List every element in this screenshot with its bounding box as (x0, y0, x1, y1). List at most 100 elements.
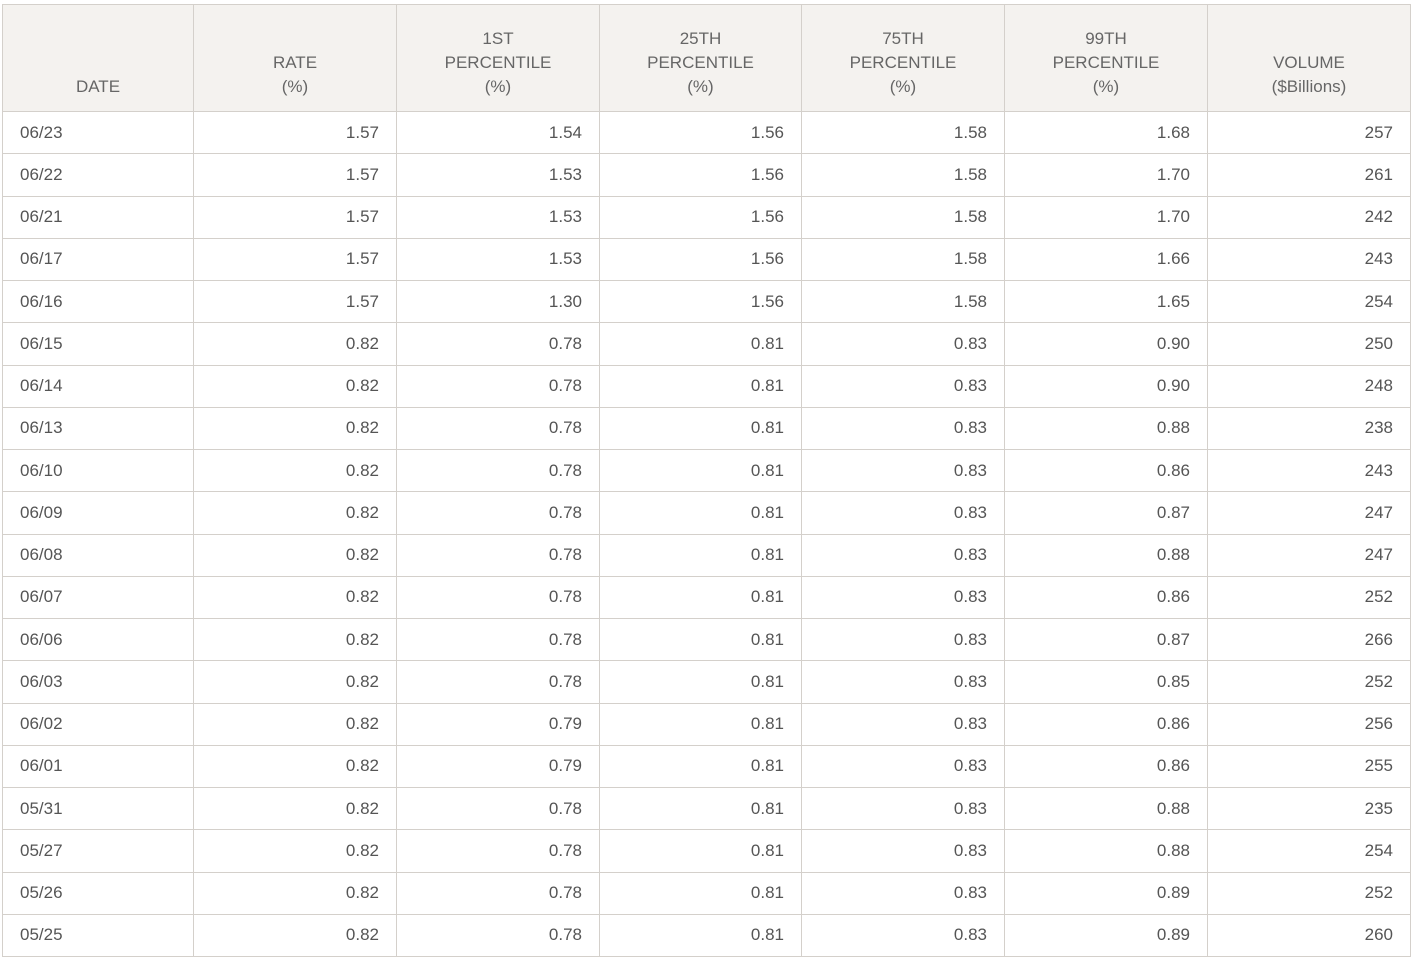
value-cell: 0.78 (396, 660, 600, 704)
value-cell: 0.82 (193, 829, 397, 873)
value-cell: 0.82 (193, 744, 397, 789)
value-cell: 1.57 (193, 153, 397, 197)
date-cell: 06/09 (2, 491, 194, 535)
value-cell: 254 (1207, 279, 1411, 324)
value-cell: 1.65 (1004, 279, 1208, 324)
value-cell: 0.79 (396, 744, 600, 789)
header-line: 75TH (882, 29, 924, 48)
value-cell: 0.85 (1004, 660, 1208, 704)
date-cell: 06/10 (2, 448, 194, 493)
table-row: 06/10 0.82 0.78 0.81 0.83 0.86 243 (2, 448, 1411, 493)
value-cell: 0.81 (599, 448, 802, 493)
value-cell: 0.82 (193, 702, 397, 746)
value-cell: 1.58 (801, 237, 1005, 282)
table-body: 06/23 1.57 1.54 1.56 1.58 1.68 257 06/22 1.57 1.5… (2, 110, 1411, 958)
date-cell: 06/03 (2, 660, 194, 704)
value-cell: 0.82 (193, 575, 397, 620)
table-row: 05/27 0.82 0.78 0.81 0.83 0.88 254 (2, 829, 1411, 873)
value-cell: 1.53 (396, 195, 600, 239)
date-cell: 06/06 (2, 617, 194, 662)
value-cell: 1.57 (193, 279, 397, 324)
value-cell: 0.83 (801, 406, 1005, 451)
value-cell: 256 (1207, 702, 1411, 746)
header-line: PERCENTILE (444, 53, 552, 72)
value-cell: 0.82 (193, 660, 397, 704)
date-cell: 06/17 (2, 237, 194, 282)
date-cell: 05/27 (2, 829, 194, 873)
header-line: DATE (75, 77, 121, 96)
value-cell: 0.81 (599, 406, 802, 451)
value-cell: 242 (1207, 195, 1411, 239)
value-cell: 1.56 (599, 237, 802, 282)
value-cell: 0.81 (599, 533, 802, 577)
value-cell: 1.58 (801, 279, 1005, 324)
value-cell: 247 (1207, 491, 1411, 535)
value-cell: 1.56 (599, 110, 802, 155)
table-row: 06/21 1.57 1.53 1.56 1.58 1.70 242 (2, 195, 1411, 239)
value-cell: 0.81 (599, 871, 802, 915)
value-cell: 1.58 (801, 153, 1005, 197)
value-cell: 0.90 (1004, 322, 1208, 366)
value-cell: 260 (1207, 913, 1411, 958)
date-cell: 06/01 (2, 744, 194, 789)
value-cell: 0.83 (801, 575, 1005, 620)
table-row: 06/13 0.82 0.78 0.81 0.83 0.88 238 (2, 406, 1411, 451)
value-cell: 0.83 (801, 786, 1005, 831)
value-cell: 1.66 (1004, 237, 1208, 282)
value-cell: 247 (1207, 533, 1411, 577)
header-line: VOLUME (1273, 53, 1345, 72)
value-cell: 0.78 (396, 617, 600, 662)
header-line: 25TH (679, 29, 722, 48)
header-line: (%) (281, 77, 309, 96)
table-row: 06/22 1.57 1.53 1.56 1.58 1.70 261 (2, 153, 1411, 197)
header-line: 99TH (1085, 29, 1127, 48)
value-cell: 0.90 (1004, 364, 1208, 408)
rates-table: DATE RATE (%) 1ST PERCENTILE (%) 25TH PERCENTIL… (2, 4, 1411, 958)
table-row: 06/03 0.82 0.78 0.81 0.83 0.85 252 (2, 660, 1411, 704)
value-cell: 0.89 (1004, 913, 1208, 958)
value-cell: 1.56 (599, 279, 802, 324)
value-cell: 0.82 (193, 533, 397, 577)
value-cell: 1.57 (193, 237, 397, 282)
value-cell: 0.83 (801, 491, 1005, 535)
date-cell: 05/31 (2, 786, 194, 831)
header-line: PERCENTILE (1052, 53, 1160, 72)
value-cell: 0.78 (396, 406, 600, 451)
date-cell: 06/21 (2, 195, 194, 239)
value-cell: 0.83 (801, 617, 1005, 662)
date-cell: 06/22 (2, 153, 194, 197)
column-header: RATE (%) (193, 4, 397, 112)
header-line: (%) (1092, 77, 1120, 96)
table-row: 06/17 1.57 1.53 1.56 1.58 1.66 243 (2, 237, 1411, 282)
value-cell: 0.78 (396, 322, 600, 366)
value-cell: 266 (1207, 617, 1411, 662)
value-cell: 0.78 (396, 913, 600, 958)
header-line: (%) (687, 77, 714, 96)
header-line: 1ST (482, 29, 514, 48)
column-header: VOLUME ($Billions) (1207, 4, 1411, 112)
value-cell: 257 (1207, 110, 1411, 155)
value-cell: 0.82 (193, 448, 397, 493)
value-cell: 0.87 (1004, 491, 1208, 535)
value-cell: 248 (1207, 364, 1411, 408)
date-cell: 06/14 (2, 364, 194, 408)
header-line: PERCENTILE (849, 53, 957, 72)
table-row: 05/31 0.82 0.78 0.81 0.83 0.88 235 (2, 786, 1411, 831)
header-line: (%) (889, 77, 917, 96)
value-cell: 1.58 (801, 195, 1005, 239)
header-line: PERCENTILE (647, 53, 754, 72)
date-cell: 06/07 (2, 575, 194, 620)
value-cell: 0.82 (193, 617, 397, 662)
date-cell: 06/02 (2, 702, 194, 746)
value-cell: 243 (1207, 237, 1411, 282)
value-cell: 1.68 (1004, 110, 1208, 155)
value-cell: 0.82 (193, 491, 397, 535)
value-cell: 0.78 (396, 829, 600, 873)
value-cell: 1.30 (396, 279, 600, 324)
value-cell: 0.83 (801, 744, 1005, 789)
table-row: 06/14 0.82 0.78 0.81 0.83 0.90 248 (2, 364, 1411, 408)
value-cell: 0.82 (193, 871, 397, 915)
value-cell: 252 (1207, 575, 1411, 620)
column-header: DATE (2, 4, 194, 112)
table-row: 06/09 0.82 0.78 0.81 0.83 0.87 247 (2, 491, 1411, 535)
